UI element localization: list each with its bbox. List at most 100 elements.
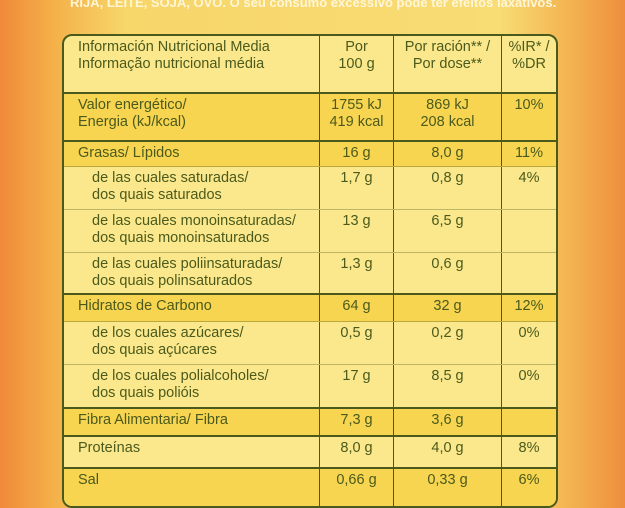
- cell-text: dos quais monoinsaturados: [92, 230, 270, 246]
- cell-text: 0%: [518, 325, 540, 341]
- cell-text: de los cuales azúcares/: [92, 325, 244, 341]
- nutrition-table: Información Nutricional Media Informação …: [62, 34, 558, 508]
- nutrient-row: de las cuales monoinsaturadas/dos quais …: [64, 210, 556, 253]
- table-cell: de los cuales polialcoholes/dos quais po…: [64, 365, 320, 407]
- table-cell: 6%: [502, 469, 556, 506]
- table-cell: 12%: [502, 295, 556, 321]
- cell-text: 8%: [518, 440, 540, 456]
- table-cell: 0,2 g: [394, 322, 502, 364]
- table-cell: Por 100 g: [320, 36, 394, 92]
- table-cell: [502, 253, 556, 293]
- cell-text: 419 kcal: [329, 114, 384, 130]
- table-cell: 8,0 g: [394, 142, 502, 166]
- nutrient-row: de las cuales saturadas/dos quais satura…: [64, 167, 556, 210]
- cell-text: Por dose**: [412, 56, 483, 72]
- cell-text: Por: [345, 39, 368, 55]
- cell-text: 0,8 g: [431, 170, 464, 186]
- cell-text: Por ración** /: [404, 39, 491, 55]
- cell-text: 13 g: [342, 213, 371, 229]
- table-cell: 4%: [502, 167, 556, 209]
- cell-text: de las cuales monoinsaturadas/: [92, 213, 296, 229]
- table-cell: 16 g: [320, 142, 394, 166]
- cell-text: dos quais polinsaturados: [92, 273, 253, 289]
- table-cell: 1755 kJ 419 kcal: [320, 94, 394, 140]
- table-cell: 0,33 g: [394, 469, 502, 506]
- table-cell: de los cuales azúcares/dos quais açúcare…: [64, 322, 320, 364]
- table-cell: 869 kJ 208 kcal: [394, 94, 502, 140]
- cell-text: 8,5 g: [431, 368, 464, 384]
- table-cell: de las cuales saturadas/dos quais satura…: [64, 167, 320, 209]
- table-cell: %IR* / %DR: [502, 36, 556, 92]
- cell-text: Informação nutricional média: [78, 56, 265, 72]
- cell-text: dos quais polióis: [92, 385, 200, 401]
- cell-text: de los cuales polialcoholes/: [92, 368, 269, 384]
- nutrient-row: de las cuales poliinsaturadas/dos quais …: [64, 253, 556, 295]
- table-cell: Hidratos de Carbono: [64, 295, 320, 321]
- cell-text: 0,6 g: [431, 256, 464, 272]
- nutrient-row: Sal 0,66 g 0,33 g 6%: [64, 469, 556, 506]
- cell-text: Sal: [78, 472, 99, 488]
- table-cell: [502, 409, 556, 435]
- cell-text: 32 g: [433, 298, 462, 314]
- cell-text: 1,7 g: [340, 170, 373, 186]
- cell-text: dos quais saturados: [92, 187, 222, 203]
- cell-text: Energia (kJ/kcal): [78, 114, 186, 130]
- table-cell: 3,6 g: [394, 409, 502, 435]
- cell-text: Hidratos de Carbono: [78, 298, 212, 314]
- table-cell: Grasas/ Lípidos: [64, 142, 320, 166]
- table-cell: 32 g: [394, 295, 502, 321]
- cell-text: Información Nutricional Media: [78, 39, 270, 55]
- nutrient-row: Grasas/ Lípidos 16 g 8,0 g 11%: [64, 142, 556, 167]
- table-cell: de las cuales poliinsaturadas/dos quais …: [64, 253, 320, 293]
- header-row: Información Nutricional Media Informação …: [64, 36, 556, 94]
- cell-text: 1,3 g: [340, 256, 373, 272]
- nutrient-row: Proteínas 8,0 g 4,0 g 8%: [64, 437, 556, 469]
- cell-text: 0,2 g: [431, 325, 464, 341]
- cell-text: 0,66 g: [336, 472, 377, 488]
- cell-text: 8,0 g: [340, 440, 373, 456]
- cell-text: 10%: [514, 97, 544, 113]
- table-cell: 8,0 g: [320, 437, 394, 467]
- table-cell: 11%: [502, 142, 556, 166]
- table-cell: de las cuales monoinsaturadas/dos quais …: [64, 210, 320, 252]
- table-cell: 0,5 g: [320, 322, 394, 364]
- table-cell: Información Nutricional Media Informação …: [64, 36, 320, 92]
- cell-text: 1755 kJ: [331, 97, 382, 113]
- table-cell: [502, 210, 556, 252]
- cell-text: 3,6 g: [431, 412, 464, 428]
- table-cell: 10%: [502, 94, 556, 140]
- table-cell: 0%: [502, 365, 556, 407]
- nutrient-row: de los cuales azúcares/dos quais açúcare…: [64, 322, 556, 365]
- cell-text: dos quais açúcares: [92, 342, 217, 358]
- table-cell: 0%: [502, 322, 556, 364]
- table-cell: 0,66 g: [320, 469, 394, 506]
- cell-text: 64 g: [342, 298, 371, 314]
- table-cell: 7,3 g: [320, 409, 394, 435]
- cell-text: %DR: [512, 56, 546, 72]
- cell-text: %IR* /: [508, 39, 550, 55]
- table-cell: Valor energético/Energia (kJ/kcal): [64, 94, 320, 140]
- cell-text: Grasas/ Lípidos: [78, 145, 180, 161]
- cell-text: 0%: [518, 368, 540, 384]
- cell-text: 6%: [518, 472, 540, 488]
- cell-text: 12%: [514, 298, 544, 314]
- cell-text: 869 kJ: [426, 97, 469, 113]
- nutrient-row: Hidratos de Carbono 64 g 32 g 12%: [64, 295, 556, 322]
- cell-text: 8,0 g: [431, 145, 464, 161]
- cell-text: 100 g: [338, 56, 375, 72]
- table-cell: 17 g: [320, 365, 394, 407]
- cell-text: de las cuales saturadas/: [92, 170, 249, 186]
- table-cell: 6,5 g: [394, 210, 502, 252]
- cell-text: 16 g: [342, 145, 371, 161]
- cell-text: 11%: [515, 145, 543, 161]
- table-cell: 1,3 g: [320, 253, 394, 293]
- table-cell: 8%: [502, 437, 556, 467]
- cell-text: Valor energético/: [78, 97, 187, 113]
- table-cell: 0,8 g: [394, 167, 502, 209]
- cell-text: de las cuales poliinsaturadas/: [92, 256, 283, 272]
- cell-text: 17 g: [342, 368, 371, 384]
- table-cell: Por ración** / Por dose**: [394, 36, 502, 92]
- table-cell: 1,7 g: [320, 167, 394, 209]
- table-cell: 64 g: [320, 295, 394, 321]
